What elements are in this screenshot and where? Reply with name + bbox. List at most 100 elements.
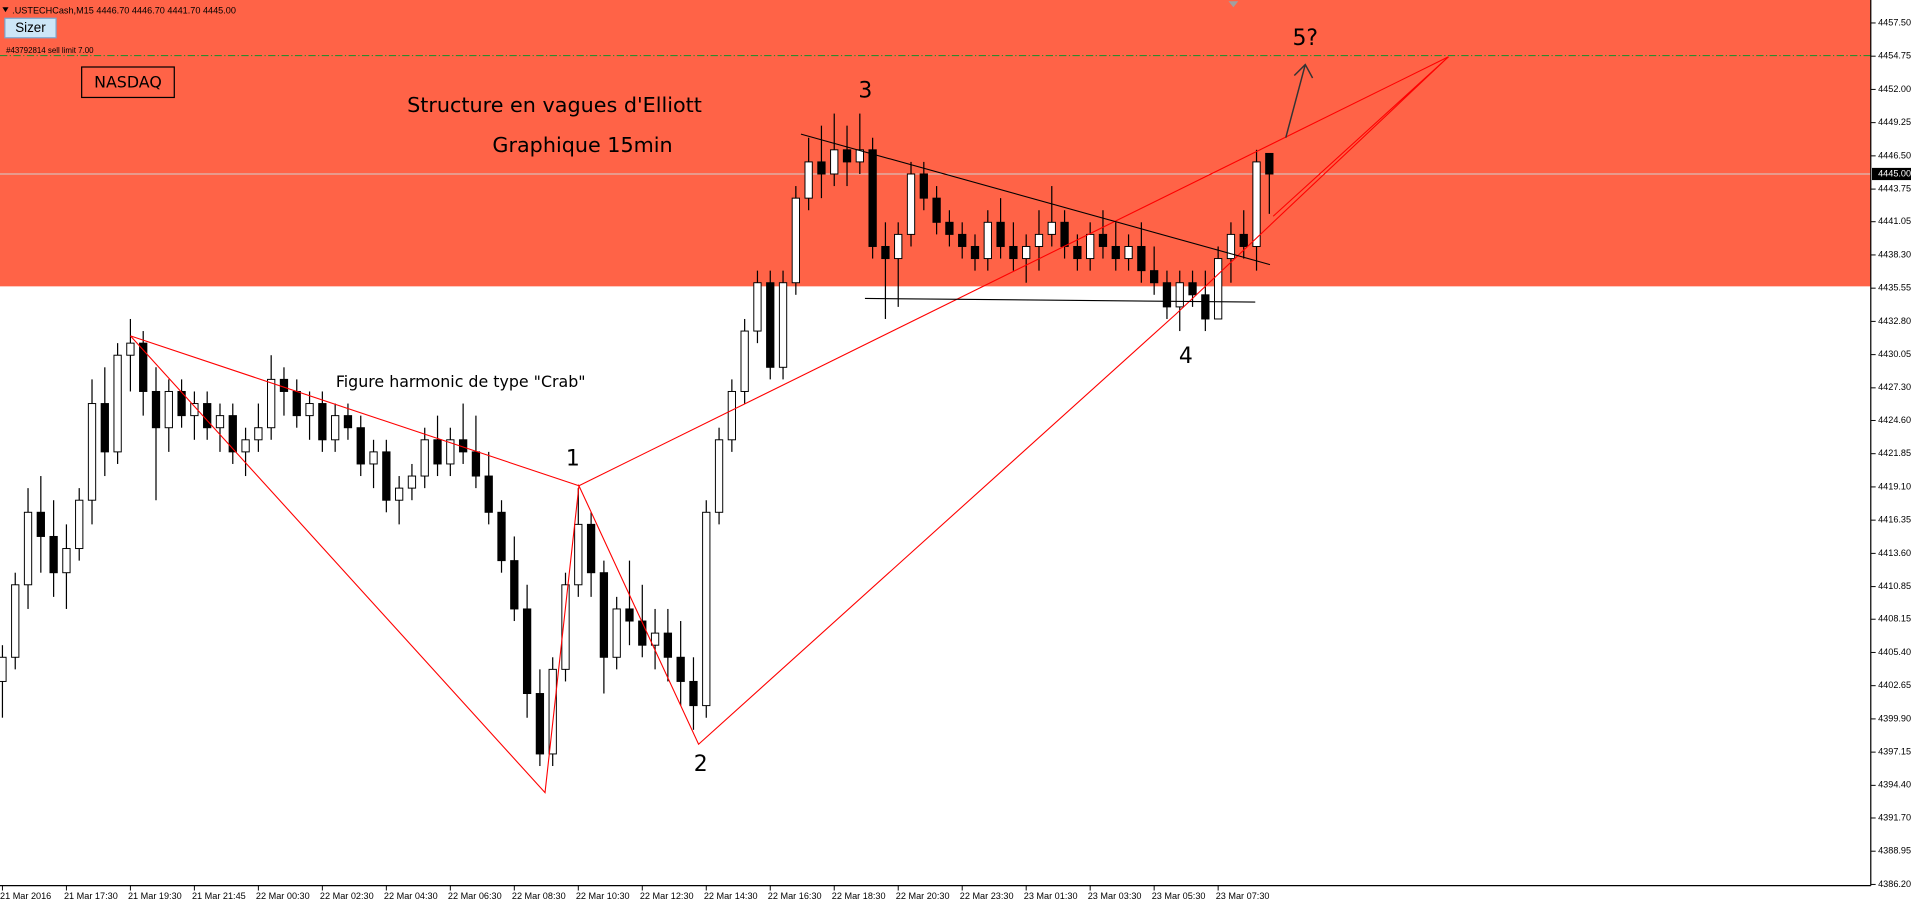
x-tick-label: 22 Mar 16:30 — [768, 891, 822, 901]
chart-title: Structure en vagues d'Elliott — [407, 93, 702, 117]
candle-body — [49, 535, 58, 574]
y-tick-label: 4438.30 — [1878, 249, 1911, 259]
x-tick-label: 22 Mar 00:30 — [256, 891, 310, 901]
candle-body — [753, 282, 762, 332]
candle-body — [433, 439, 442, 465]
candle-body — [420, 439, 429, 477]
candle-body — [369, 451, 378, 465]
projection-arrow — [1285, 64, 1306, 138]
x-tick-label: 22 Mar 14:30 — [704, 891, 758, 901]
candle-body — [305, 403, 314, 417]
candle-body — [689, 680, 698, 707]
y-tick-label: 4399.90 — [1878, 713, 1911, 723]
candle-body — [318, 403, 327, 441]
candle-body — [1022, 245, 1031, 260]
wave-label: 5? — [1292, 26, 1318, 51]
candle-body — [0, 656, 7, 682]
y-tick-label: 4424.60 — [1878, 415, 1911, 425]
candle-body — [1047, 221, 1056, 235]
candle-body — [791, 197, 800, 284]
y-tick-label: 4410.85 — [1878, 581, 1911, 591]
candle-body — [894, 233, 903, 260]
sizer-button-label[interactable]: Sizer — [15, 20, 46, 35]
x-tick-label: 22 Mar 20:30 — [896, 891, 950, 901]
y-tick-label: 4457.50 — [1878, 17, 1911, 27]
candle-body — [62, 548, 71, 574]
candle-body — [548, 668, 557, 755]
candle-body — [1226, 233, 1236, 260]
x-tick-label: 23 Mar 03:30 — [1088, 891, 1142, 901]
y-tick-label: 4446.50 — [1878, 150, 1911, 160]
candle-body — [151, 390, 161, 429]
candle-body — [778, 282, 788, 368]
y-tick-label: 4402.65 — [1878, 680, 1911, 690]
y-tick-label: 4443.75 — [1878, 183, 1911, 193]
candle-body — [842, 149, 852, 163]
candle-body — [279, 378, 289, 392]
candle-body — [1175, 282, 1184, 308]
resistance-zone — [0, 0, 1871, 287]
candle-body — [702, 511, 711, 707]
y-tick-label: 4391.70 — [1878, 812, 1911, 822]
projection-arrow-head — [1293, 63, 1314, 79]
candle-body — [638, 620, 647, 646]
candle-body — [1213, 258, 1223, 320]
candle-body — [100, 403, 109, 453]
x-tick-label: 22 Mar 02:30 — [320, 891, 374, 901]
x-tick-label: 22 Mar 06:30 — [448, 891, 502, 901]
candle-body — [906, 173, 916, 235]
scroll-marker — [1228, 1, 1239, 8]
x-tick-label: 22 Mar 18:30 — [832, 891, 886, 901]
x-tick-label: 21 Mar 2016 — [0, 891, 51, 901]
candle-body — [510, 560, 519, 610]
candle-body — [126, 342, 135, 356]
candle-body — [1086, 233, 1095, 260]
order-label: #43792814 sell limit 7.00 — [6, 46, 94, 55]
candle-body — [1060, 221, 1069, 247]
y-tick-label: 4432.80 — [1878, 316, 1911, 326]
sizer-button[interactable] — [4, 17, 57, 39]
trend-line — [864, 297, 1256, 303]
chart-header: .USTECHCash,M15 4446.70 4446.70 4441.70 … — [12, 5, 236, 15]
y-tick-label: 4430.05 — [1878, 349, 1911, 359]
candle-body — [1265, 152, 1274, 175]
x-tick-label: 22 Mar 12:30 — [640, 891, 694, 901]
y-tick-label: 4416.35 — [1878, 515, 1911, 525]
x-tick-label: 21 Mar 17:30 — [64, 891, 118, 901]
candle-body — [804, 161, 813, 199]
candle-body — [663, 632, 673, 658]
x-tick-label: 21 Mar 19:30 — [128, 891, 182, 901]
candle-body — [382, 451, 391, 501]
y-tick-label: 4397.15 — [1878, 747, 1911, 757]
candle-body — [522, 608, 532, 695]
candle-body — [586, 523, 596, 574]
y-tick-label: 4452.00 — [1878, 84, 1911, 94]
candle-body — [830, 149, 839, 175]
candle-body — [292, 390, 301, 417]
candle-body — [958, 233, 967, 247]
candle-body — [1073, 245, 1082, 260]
y-tick-label: 4427.30 — [1878, 382, 1911, 392]
candle-body — [331, 415, 340, 441]
candle-body — [254, 427, 263, 441]
candle-body — [625, 608, 634, 622]
wave-label: 3 — [858, 78, 872, 103]
candle-body — [484, 475, 493, 513]
marks-layer — [0, 56, 1449, 794]
x-tick-label: 23 Mar 05:30 — [1152, 891, 1206, 901]
y-tick-label: 4405.40 — [1878, 647, 1911, 657]
y-tick-label: 4413.60 — [1878, 548, 1911, 558]
y-tick-label: 4454.75 — [1878, 51, 1911, 61]
candle-body — [740, 330, 749, 392]
candle-body — [1162, 282, 1172, 308]
candle-body — [1239, 233, 1248, 247]
candle-body — [599, 572, 609, 658]
y-tick-label: 4386.20 — [1878, 879, 1911, 889]
candle-body — [164, 390, 173, 429]
candle-body — [241, 439, 250, 453]
candle-body — [574, 523, 583, 586]
badge-box — [81, 66, 175, 99]
candle-body — [139, 342, 148, 392]
